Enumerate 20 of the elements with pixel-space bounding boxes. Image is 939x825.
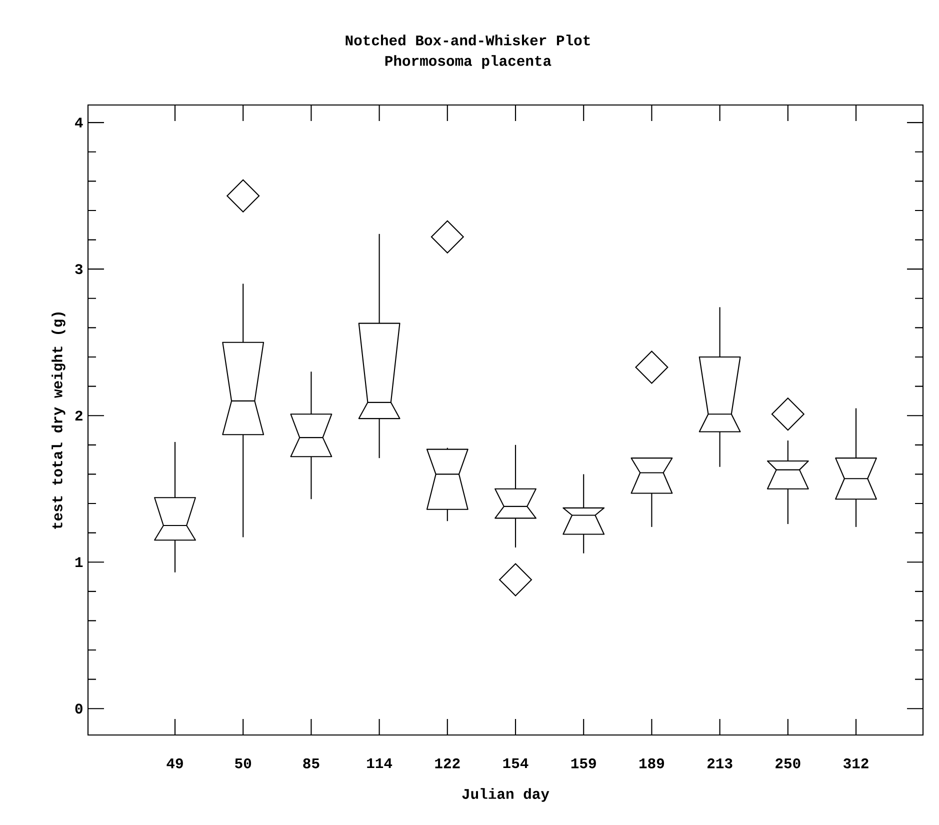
x-tick-label: 122 — [435, 758, 460, 768]
x-tick-label: 189 — [639, 758, 664, 768]
chart-subtitle: Phormosoma placenta — [385, 55, 552, 69]
x-tick-label: 213 — [707, 758, 732, 768]
x-tick-label: 49 — [166, 758, 183, 768]
chart-title: Notched Box-and-Whisker Plot — [346, 34, 590, 46]
x-tick-label: 114 — [367, 758, 392, 768]
y-tick-label: 2 — [75, 410, 82, 421]
x-tick-label: 50 — [235, 758, 252, 768]
x-tick-label: 154 — [503, 758, 528, 768]
y-tick-label: 1 — [75, 557, 83, 567]
y-tick-label: 4 — [74, 118, 83, 128]
y-tick-label: 0 — [75, 704, 82, 714]
x-axis-title: Julian day — [462, 788, 550, 802]
x-tick-label: 250 — [776, 758, 800, 768]
x-tick-label: 85 — [303, 758, 320, 768]
x-tick-label: 312 — [843, 758, 868, 768]
y-tick-label: 3 — [75, 264, 83, 274]
x-tick-label: 159 — [571, 758, 596, 768]
y-axis-title: test total dry weight (g) — [52, 312, 66, 529]
